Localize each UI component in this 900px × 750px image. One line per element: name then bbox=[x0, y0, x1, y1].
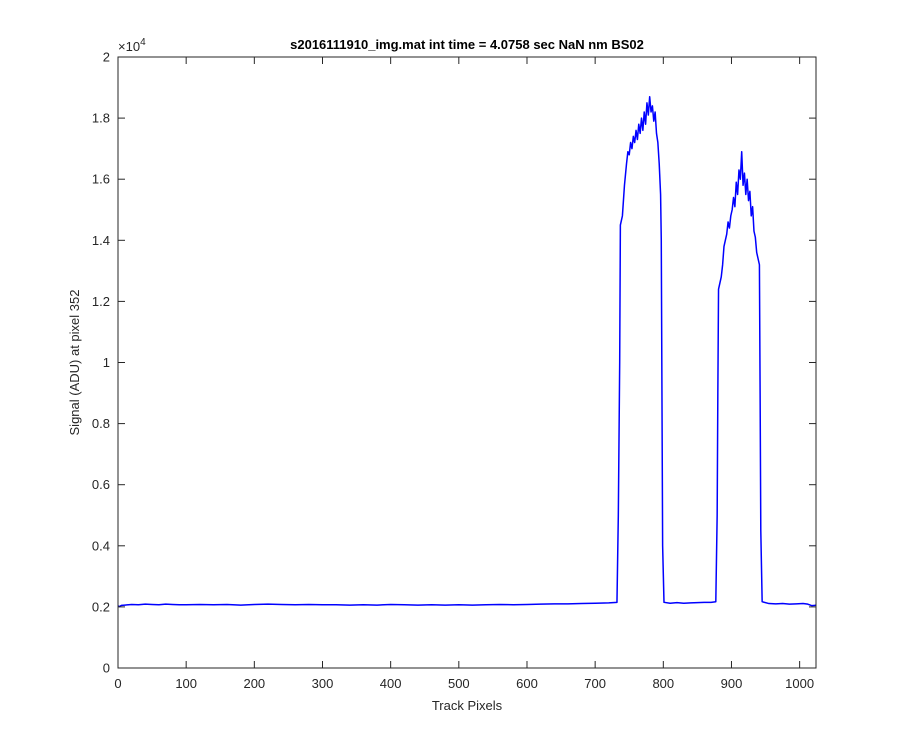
y-exponent-label: ×104 bbox=[118, 37, 146, 54]
y-tick-label: 1.8 bbox=[92, 111, 110, 126]
y-tick-label: 1 bbox=[103, 355, 110, 370]
axis-ticks: 0 100 200 300 400 500 600 700 800 900 1000 0 0.2 0.4 0… bbox=[92, 50, 816, 691]
y-tick-label: 0.8 bbox=[92, 416, 110, 431]
axes-box bbox=[117, 56, 817, 669]
y-tick-label: 1.4 bbox=[92, 233, 110, 248]
x-tick-label: 200 bbox=[243, 676, 265, 691]
x-tick-label: 100 bbox=[175, 676, 197, 691]
series-line-1 bbox=[117, 95, 817, 608]
x-tick-label: 400 bbox=[380, 676, 402, 691]
x-tick-label: 1000 bbox=[785, 676, 814, 691]
x-tick-label: 800 bbox=[652, 676, 674, 691]
x-tick-label: 300 bbox=[312, 676, 334, 691]
x-tick-label: 600 bbox=[516, 676, 538, 691]
y-tick-label: 1.6 bbox=[92, 172, 110, 187]
x-tick-label: 0 bbox=[114, 676, 121, 691]
y-tick-label: 0.4 bbox=[92, 538, 110, 553]
chart-title: s2016111910_img.mat int time = 4.0758 se… bbox=[290, 37, 644, 52]
y-axis-label: Signal (ADU) at pixel 352 bbox=[67, 290, 82, 436]
y-tick-label: 0 bbox=[103, 661, 110, 676]
x-tick-label: 700 bbox=[584, 676, 606, 691]
x-tick-label: 900 bbox=[721, 676, 743, 691]
y-tick-label: 2 bbox=[103, 50, 110, 65]
y-tick-label: 1.2 bbox=[92, 294, 110, 309]
y-tick-label: 0.6 bbox=[92, 477, 110, 492]
data-layer bbox=[117, 95, 817, 608]
x-tick-label: 500 bbox=[448, 676, 470, 691]
x-axis-label: Track Pixels bbox=[432, 698, 503, 713]
plot-area bbox=[118, 57, 816, 668]
y-tick-label: 0.2 bbox=[92, 599, 110, 614]
